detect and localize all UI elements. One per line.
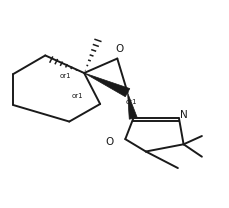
Text: or1: or1 bbox=[125, 99, 136, 105]
Text: N: N bbox=[179, 110, 187, 120]
Text: or1: or1 bbox=[60, 73, 71, 79]
Text: O: O bbox=[105, 137, 113, 147]
Polygon shape bbox=[127, 93, 137, 119]
Text: O: O bbox=[115, 45, 123, 54]
Text: or1: or1 bbox=[71, 93, 83, 99]
Polygon shape bbox=[84, 73, 129, 97]
